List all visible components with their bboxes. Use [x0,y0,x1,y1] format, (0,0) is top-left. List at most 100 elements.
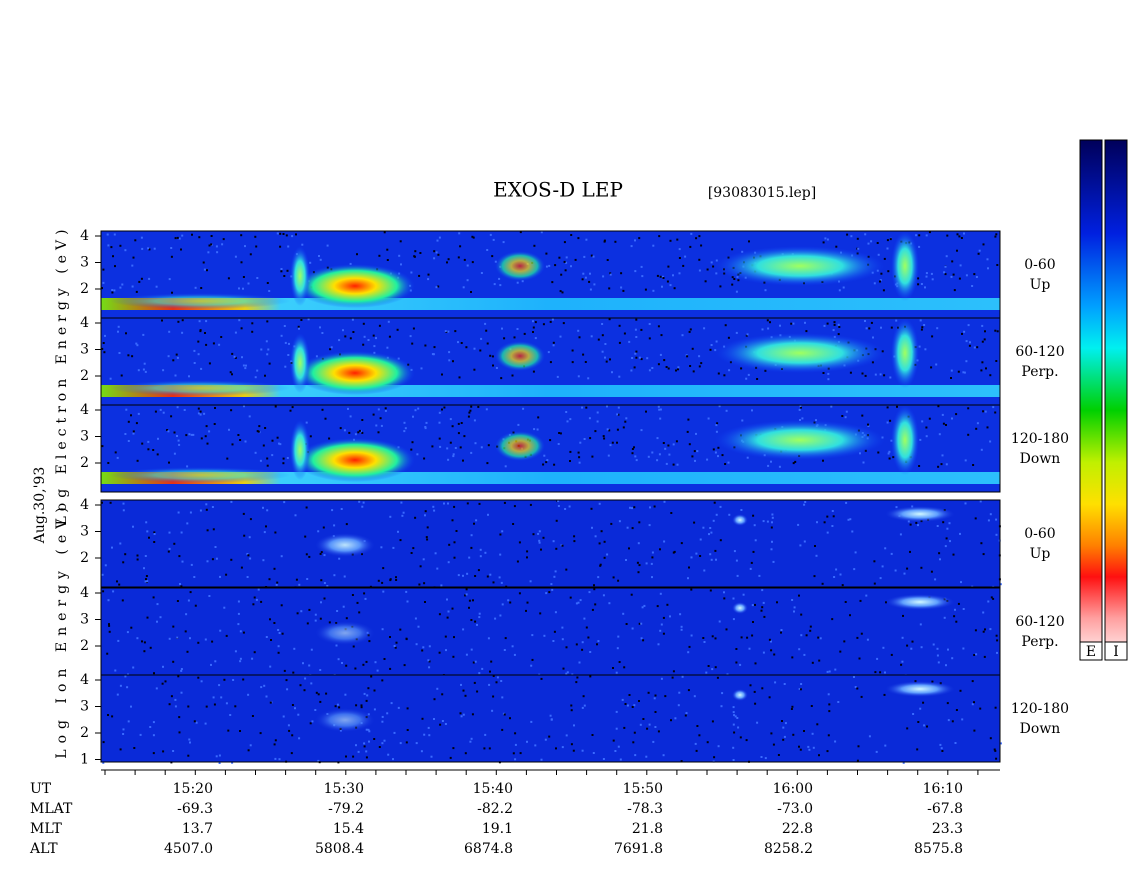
y-tick-label: 4 [80,402,89,418]
speckle [373,345,376,348]
speckle [876,657,879,660]
speckle [205,705,208,708]
speckle [118,352,121,354]
speckle [233,355,236,358]
speckle [210,235,213,237]
speckle [297,325,300,328]
speckle [257,588,260,591]
speckle [776,601,778,604]
speckle [466,279,469,282]
speckle [454,330,457,333]
speckle [739,663,742,666]
speckle [709,553,712,556]
speckle [554,611,557,614]
speckle [943,616,946,619]
speckle [207,251,210,254]
speckle [799,748,802,751]
speckle [435,286,438,289]
speckle [381,581,384,584]
speckle [161,319,163,322]
speckle [995,518,998,521]
speckle [702,526,705,529]
speckle [644,288,647,291]
speckle [472,599,474,602]
speckle [170,247,173,249]
speckle [308,608,311,611]
speckle [839,573,842,576]
speckle [938,552,941,555]
speckle [956,249,958,252]
speckle [330,346,333,349]
speckle [696,450,699,453]
speckle [225,634,228,637]
speckle [577,451,580,454]
speckle [180,669,183,672]
speckle [837,701,840,703]
speckle [382,567,385,570]
speckle [687,651,690,654]
speckle [917,277,920,280]
speckle [485,408,488,411]
speckle [900,663,903,666]
speckle [234,356,237,359]
speckle [266,464,269,467]
speckle [247,693,250,696]
speckle [107,462,110,464]
speckle [401,514,404,517]
speckle [577,329,580,332]
speckle [439,723,442,726]
speckle [498,277,501,280]
speckle [947,719,950,722]
speckle [273,743,276,746]
speckle [681,334,684,337]
speckle [309,261,312,264]
spectrogram-panel [100,404,1001,493]
speckle [131,285,134,288]
speckle [242,631,245,634]
speckle [949,540,951,543]
speckle [214,660,217,663]
speckle [653,505,656,508]
speckle [245,364,247,367]
speckle [585,238,588,241]
speckle [352,331,355,333]
spectrogram-panel [100,587,1001,677]
speckle [601,323,604,325]
speckle [457,574,460,577]
speckle [366,694,369,697]
speckle [930,272,933,275]
speckle [996,639,999,642]
speckle [101,445,104,448]
speckle [446,447,449,450]
speckle [881,565,884,568]
speckle [741,419,744,422]
speckle [287,245,290,248]
speckle [565,261,568,264]
speckle [472,661,475,664]
speckle [206,529,209,532]
speckle [269,665,272,668]
speckle [583,255,586,258]
speckle [735,559,738,562]
speckle [672,670,675,673]
speckle [418,583,421,586]
speckle [847,518,850,521]
speckle [428,734,431,737]
speckle [468,556,471,559]
speckle [678,248,681,251]
speckle [635,336,638,338]
speckle [963,330,966,333]
speckle [675,369,677,372]
speckle [942,422,945,425]
speckle [936,654,939,657]
speckle [526,601,529,604]
speckle [926,725,928,728]
speckle [581,706,584,709]
speckle [419,252,422,254]
speckle [557,505,560,507]
speckle [280,270,283,273]
panel-frame [100,404,1001,493]
speckle [999,583,1002,586]
speckle [707,665,710,667]
speckle [323,582,326,584]
